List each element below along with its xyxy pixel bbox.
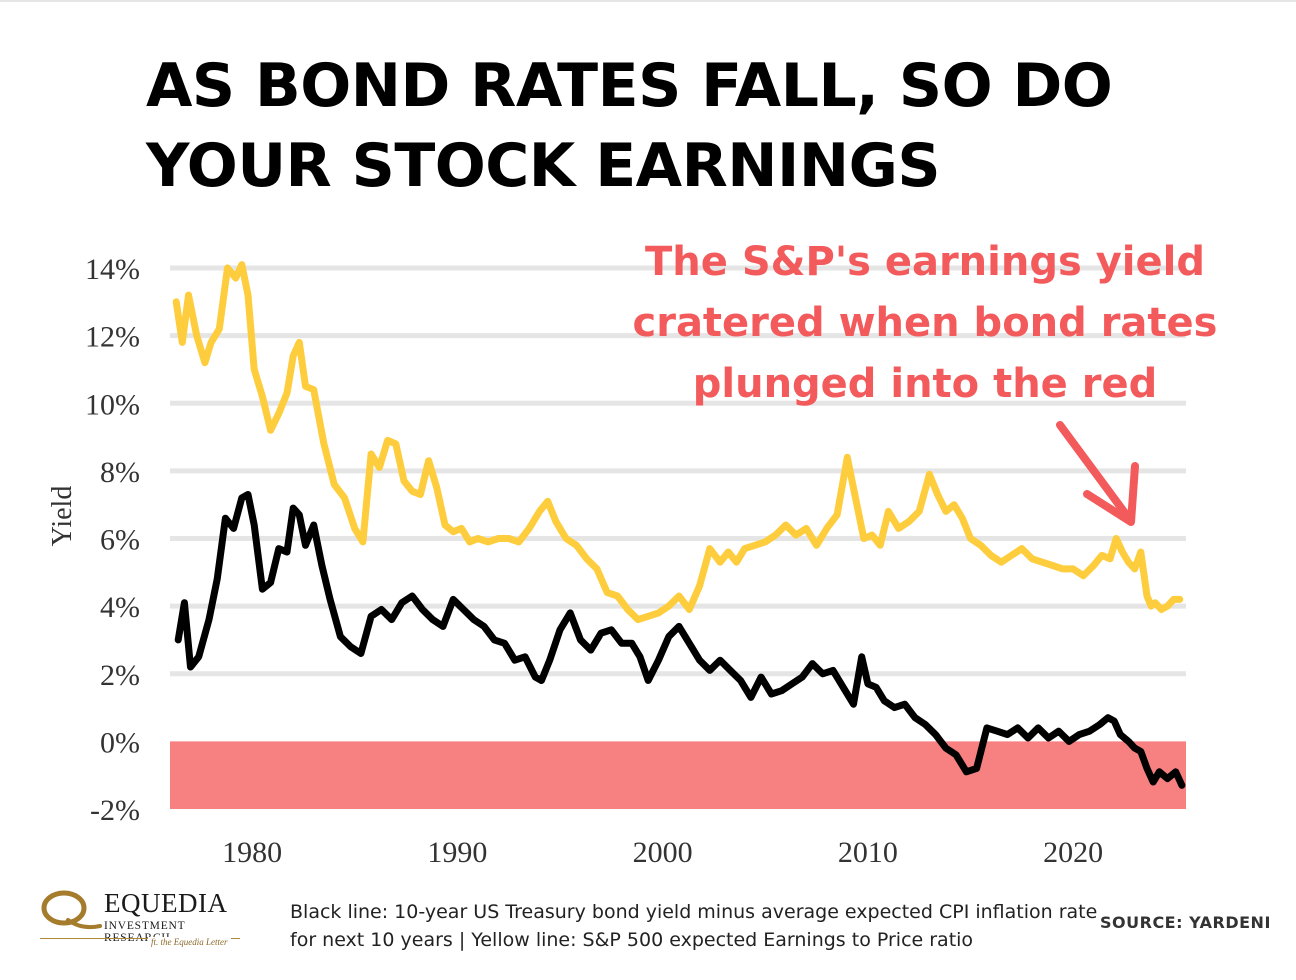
title-line-1: AS BOND RATES FALL, SO DO [146, 51, 1113, 121]
callout-line-3: plunged into the red [692, 361, 1158, 407]
y-tick-label: 12% [85, 321, 140, 354]
callout-arrow [1056, 421, 1139, 526]
series-layer [172, 261, 1186, 789]
footnote-line-2: for next 10 years | Yellow line: S&P 500… [290, 929, 974, 951]
title-line-2: YOUR STOCK EARNINGS [146, 131, 941, 201]
series-line-earnings-yield [172, 261, 1184, 624]
top-rule [0, 0, 1296, 2]
callout-text: The S&P's earnings yield cratered when b… [610, 232, 1240, 415]
equedia-logo: EQUEDIA INVESTMENT RESEARCH ft. the Eque… [38, 886, 248, 956]
callout-line-2: cratered when bond rates [632, 300, 1218, 346]
logo-name: EQUEDIA [104, 888, 228, 918]
source-label: SOURCE: YARDENI [1100, 913, 1271, 932]
x-tick-label: 2010 [838, 836, 898, 869]
series-line-real-bond-yield [174, 491, 1186, 789]
x-tick-label: 2020 [1043, 836, 1103, 869]
y-tick-label: 0% [100, 726, 140, 759]
x-tick-label: 1980 [222, 836, 282, 869]
y-tick-label: 4% [100, 591, 140, 624]
logo-q-icon [41, 890, 102, 930]
chart-footnote: Black line: 10-year US Treasury bond yie… [290, 898, 1110, 954]
y-tick-label: 14% [85, 253, 140, 286]
y-tick-label: 2% [100, 659, 140, 692]
negative-yield-zone [170, 741, 1186, 809]
x-axis-ticks: 1980 1990 2000 2010 2020 [222, 836, 1103, 869]
logo-tagline: ft. the Equedia Letter [148, 937, 231, 947]
callout-line-1: The S&P's earnings yield [645, 239, 1205, 285]
y-tick-label: -2% [90, 794, 140, 827]
logo-rule [40, 938, 240, 939]
grid-layer [170, 265, 1186, 677]
y-tick-label: 10% [85, 388, 140, 421]
y-tick-label: 6% [100, 524, 140, 557]
x-tick-label: 1990 [427, 836, 487, 869]
y-axis-ticks: 14% 12% 10% 8% 6% 4% 2% 0% -2% [85, 253, 140, 827]
y-axis-title: Yield [47, 485, 78, 547]
y-tick-label: 8% [100, 456, 140, 489]
x-tick-label: 2000 [633, 836, 693, 869]
footnote-line-1: Black line: 10-year US Treasury bond yie… [290, 901, 1098, 923]
page-title: AS BOND RATES FALL, SO DO YOUR STOCK EAR… [146, 46, 1246, 206]
